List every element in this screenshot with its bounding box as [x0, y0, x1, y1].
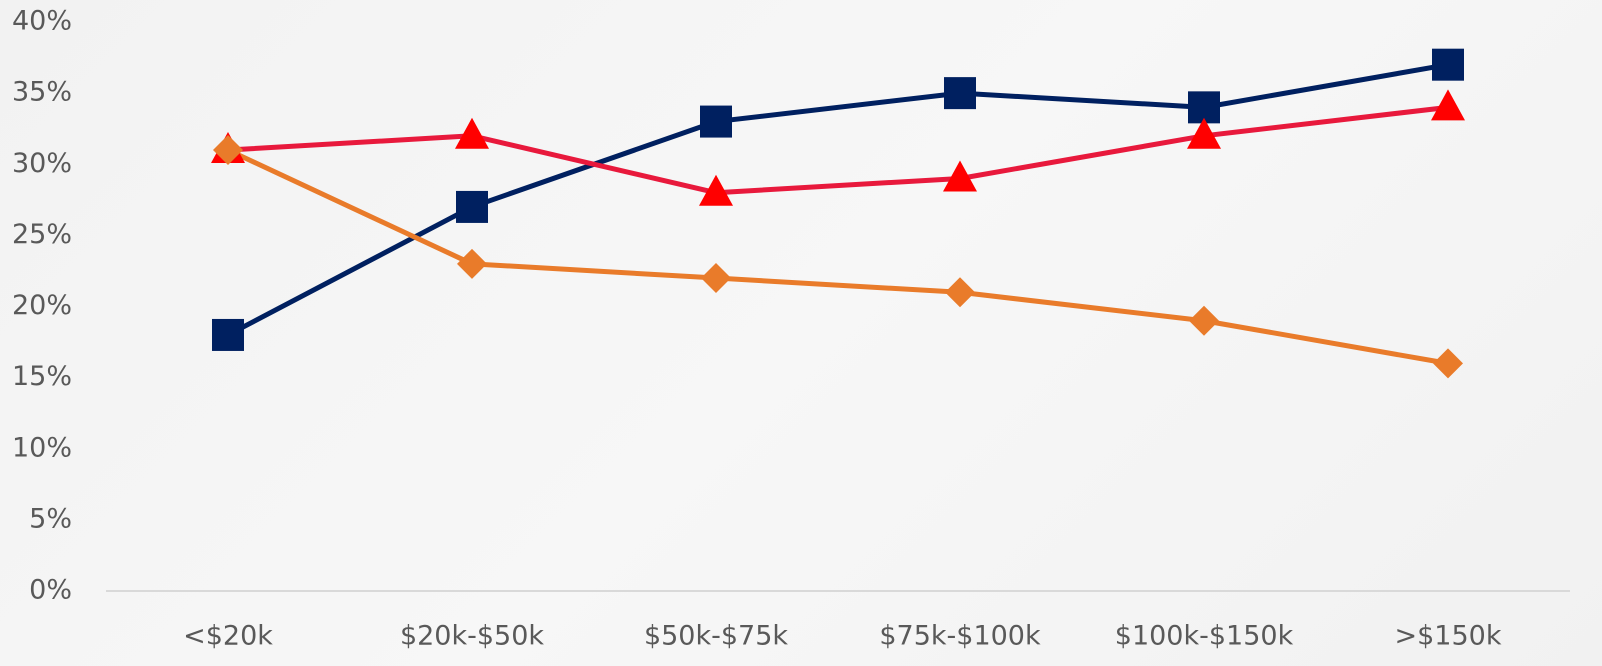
marker: [1187, 117, 1221, 149]
y-tick-label: 15%: [12, 361, 72, 392]
marker: [456, 190, 488, 223]
x-tick-label: <$20k: [183, 621, 273, 652]
x-tick-label: $75k-$100k: [879, 621, 1041, 652]
y-tick-label: 35%: [12, 77, 72, 108]
y-tick-label: 10%: [12, 432, 72, 463]
marker: [700, 105, 732, 138]
y-tick-label: 30%: [12, 148, 72, 179]
y-tick-label: 20%: [12, 290, 72, 321]
marker: [1431, 89, 1465, 121]
marker: [945, 277, 975, 308]
marker: [457, 248, 487, 279]
marker: [1189, 305, 1219, 336]
y-tick-label: 5%: [29, 503, 72, 534]
series-line: [227, 104, 1449, 196]
y-tick-label: 25%: [12, 219, 72, 250]
marker: [944, 77, 976, 110]
marker: [455, 117, 489, 149]
x-tick-label: >$150k: [1395, 621, 1502, 652]
y-tick-label: 40%: [12, 6, 72, 37]
marker: [943, 160, 977, 192]
x-tick-label: $50k-$75k: [644, 621, 788, 652]
marker: [1432, 48, 1464, 81]
marker: [1433, 348, 1463, 379]
series-line: [226, 62, 1449, 338]
y-tick-label: 0%: [29, 575, 72, 606]
marker: [212, 318, 244, 351]
x-tick-label: $20k-$50k: [400, 621, 544, 652]
marker: [699, 174, 733, 206]
marker: [213, 135, 243, 166]
series-line: [226, 147, 1449, 366]
x-tick-label: $100k-$150k: [1115, 621, 1294, 652]
marker: [701, 263, 731, 294]
